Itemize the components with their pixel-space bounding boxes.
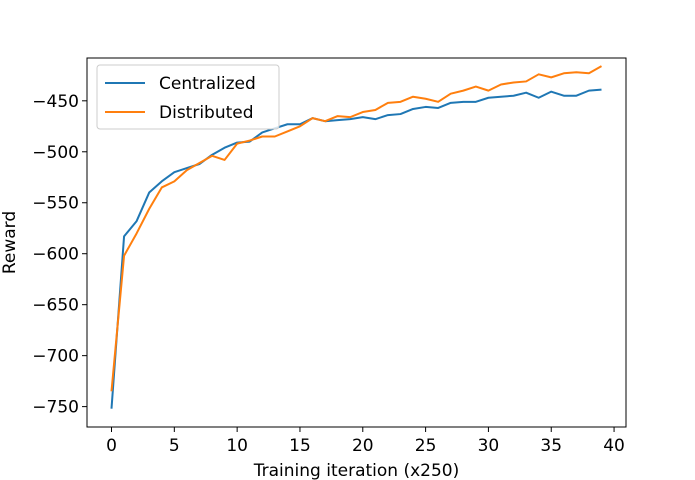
y-axis: −750 −700 −650 −600 −550 −500 −450 bbox=[32, 92, 87, 418]
x-tick-label: 25 bbox=[415, 436, 437, 456]
y-tick-label: −750 bbox=[32, 398, 79, 418]
x-tick-label: 20 bbox=[352, 436, 374, 456]
series-line-distributed bbox=[110, 65, 602, 392]
series-line-centralized bbox=[110, 88, 602, 409]
legend-label-centralized: Centralized bbox=[159, 74, 256, 94]
x-tick-label: 30 bbox=[478, 436, 500, 456]
axes-frame bbox=[86, 57, 627, 428]
x-axis-label: Training iteration (x250) bbox=[253, 461, 459, 480]
y-tick-label: −550 bbox=[32, 194, 79, 214]
y-tick-label: −500 bbox=[32, 143, 79, 163]
x-tick-label: 35 bbox=[540, 436, 562, 456]
y-tick-label: −700 bbox=[32, 347, 79, 367]
y-axis-label: Reward bbox=[0, 211, 20, 274]
x-tick-label: 5 bbox=[169, 436, 180, 456]
x-tick-label: 40 bbox=[603, 436, 625, 456]
legend-label-distributed: Distributed bbox=[159, 103, 254, 123]
x-tick-label: 15 bbox=[289, 436, 311, 456]
plot-lines bbox=[110, 65, 602, 409]
y-tick-label: −650 bbox=[32, 296, 79, 316]
x-tick-label: 0 bbox=[106, 436, 117, 456]
y-tick-label: −600 bbox=[32, 245, 79, 265]
x-axis: 0 5 10 15 20 25 30 35 40 bbox=[106, 427, 625, 456]
y-tick-label: −450 bbox=[32, 92, 79, 112]
legend: Centralized Distributed bbox=[96, 64, 280, 130]
x-tick-label: 10 bbox=[226, 436, 248, 456]
